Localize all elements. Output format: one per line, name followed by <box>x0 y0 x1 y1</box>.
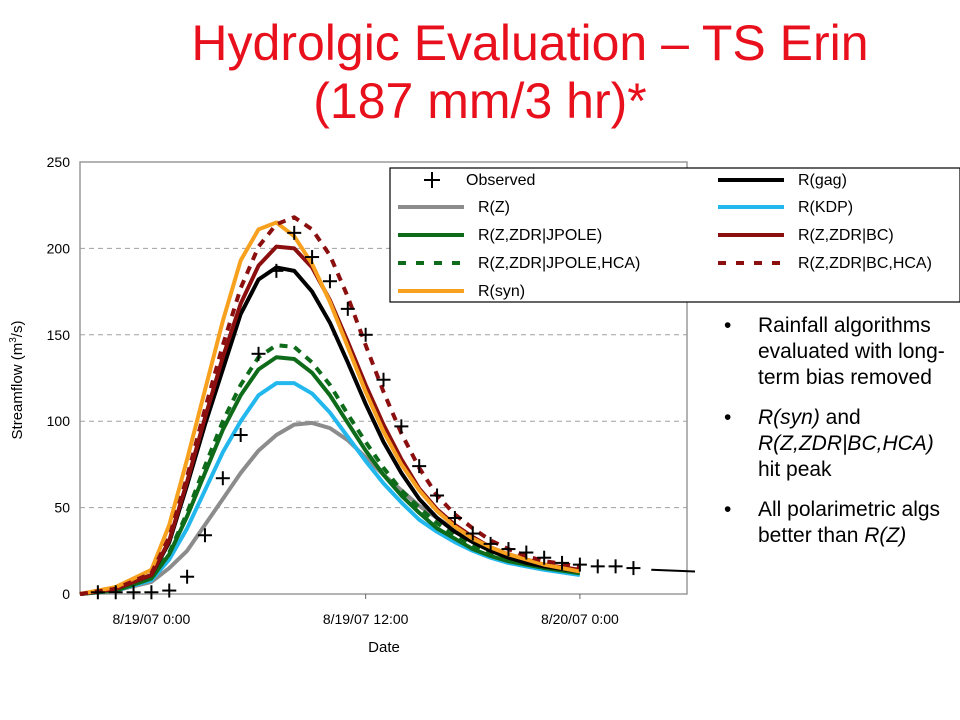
y-tick-label: 250 <box>47 154 71 170</box>
slide-title-line2: (187 mm/3 hr)* <box>313 73 647 129</box>
observed-tail <box>651 568 696 573</box>
observed-point <box>162 583 177 598</box>
observed-point <box>412 459 427 474</box>
y-axis-title-end: /s) <box>9 321 26 338</box>
legend-label-r-syn: R(syn) <box>478 283 525 300</box>
series-lines <box>79 215 581 596</box>
observed-point <box>126 585 141 600</box>
legend-label-r-z-zdr-jpole: R(Z,ZDR|JPOLE) <box>478 227 602 244</box>
observed-point <box>465 526 480 541</box>
bullet-text: hit peak <box>758 458 832 481</box>
y-tick-label: 50 <box>54 500 70 516</box>
legend-label-r-z-zdr-jpole-hca: R(Z,ZDR|JPOLE,HCA) <box>478 255 640 272</box>
y-axis-title: Streamflow (m3/s) <box>8 321 26 440</box>
observed-point <box>608 559 623 574</box>
y-axis: 0 50 100 150 200 250 <box>47 154 71 602</box>
y-axis-title-main: Streamflow (m <box>9 343 26 440</box>
legend-label-observed: Observed <box>466 172 535 189</box>
observed-point <box>322 274 337 289</box>
observed-point <box>340 301 355 316</box>
legend-label-r-z: R(Z) <box>478 199 510 216</box>
observed-point <box>358 327 373 342</box>
observed-point <box>90 585 105 600</box>
x-tick-label: 8/19/07 12:00 <box>323 611 409 627</box>
slide-title-line1: Hydrolgic Evaluation – TS Erin <box>191 15 869 71</box>
bullet-item: R(syn) and R(Z,ZDR|BC,HCA) hit peak <box>722 405 948 483</box>
observed-point <box>269 263 284 278</box>
bullet-item: Rainfall algorithms evaluated with long-… <box>722 313 948 391</box>
slide-title: Hydrolgic Evaluation – TS Erin (187 mm/3… <box>0 14 960 130</box>
legend-label-r-z-zdr-bc: R(Z,ZDR|BC) <box>798 227 894 244</box>
observed-point <box>108 585 123 600</box>
legend-box <box>389 167 960 303</box>
observed-markers <box>90 225 696 600</box>
observed-point <box>572 557 587 572</box>
y-tick-label: 150 <box>47 327 71 343</box>
observed-point <box>394 419 409 434</box>
bullet-text: Rainfall algorithms evaluated with long-… <box>758 314 945 389</box>
bullet-notes: Rainfall algorithms evaluated with long-… <box>722 313 948 563</box>
legend: Observed R(gag) R(Z) R(KDP) R(Z,ZDR|JPOLE) R(… <box>389 167 960 303</box>
observed-point <box>376 372 391 387</box>
observed-point <box>447 510 462 525</box>
observed-point <box>537 550 552 565</box>
y-tick-label: 100 <box>47 413 71 429</box>
bullet-text: R(Z,ZDR|BC,HCA) <box>758 432 934 455</box>
x-tick-label: 8/20/07 0:00 <box>541 611 619 627</box>
y-tick-label: 0 <box>62 586 70 602</box>
observed-point <box>197 528 212 543</box>
observed-point <box>180 569 195 584</box>
observed-point <box>215 471 230 486</box>
observed-point <box>501 542 516 557</box>
legend-label-r-z-zdr-bc-hca: R(Z,ZDR|BC,HCA) <box>798 255 932 272</box>
bullet-text: R(Z) <box>864 524 907 547</box>
bullet-item: All polarimetric algs better than R(Z) <box>722 497 948 549</box>
observed-point <box>626 561 641 576</box>
observed-point <box>430 488 445 503</box>
observed-point <box>483 536 498 551</box>
legend-label-r-kdp: R(KDP) <box>798 199 853 216</box>
observed-point <box>287 225 302 240</box>
bullet-text: R(syn) <box>758 406 820 429</box>
x-axis-title: Date <box>368 639 400 656</box>
observed-point <box>144 585 159 600</box>
x-tick-label: 8/19/07 0:00 <box>112 611 190 627</box>
series-line-r-syn <box>79 220 581 596</box>
plot-area-border <box>79 161 688 595</box>
x-axis: 8/19/07 0:00 8/19/07 12:00 8/20/07 0:00 <box>112 594 619 627</box>
observed-point <box>519 545 534 560</box>
bullet-text: and <box>819 406 861 429</box>
bullet-text: All polarimetric algs better than <box>758 498 941 547</box>
legend-label-r-gag: R(gag) <box>798 172 847 189</box>
observed-point <box>251 346 266 361</box>
observed-point <box>233 428 248 443</box>
observed-point <box>555 555 570 570</box>
series-line-r-gag <box>79 265 581 596</box>
series-line-r-z-zdr-bc-hca <box>79 215 581 596</box>
observed-point <box>305 250 320 265</box>
y-axis-title-superscript: 3 <box>8 337 19 343</box>
observed-point <box>590 559 605 574</box>
y-tick-label: 200 <box>47 240 71 256</box>
